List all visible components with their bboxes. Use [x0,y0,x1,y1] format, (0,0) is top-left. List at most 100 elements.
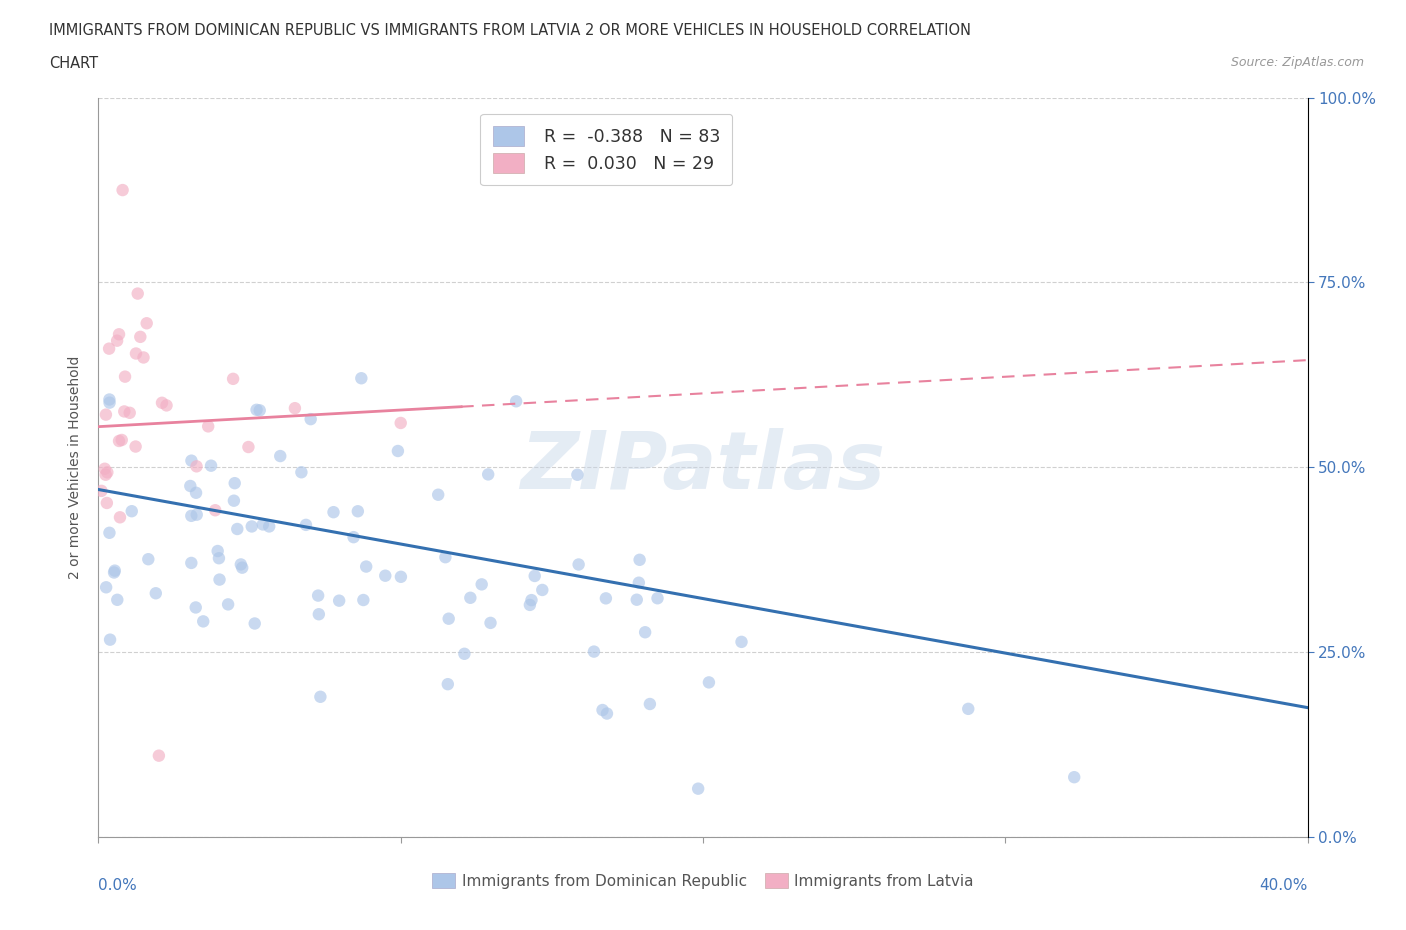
Point [94,579,117,594]
Point [627,576,650,591]
Point [477,467,499,482]
Point [374,568,396,583]
Point [730,634,752,649]
Point [307,588,329,603]
Point [114,369,136,384]
Point [222,371,245,386]
Point [596,706,619,721]
Text: CHART: CHART [49,56,98,71]
Point [460,591,482,605]
Point [595,591,617,605]
Point [350,371,373,386]
Point [243,616,266,631]
Point [224,476,246,491]
Point [148,749,170,764]
Point [94,407,117,422]
Point [155,398,177,413]
Point [354,559,377,574]
Point [207,543,229,558]
Point [184,485,207,500]
Point [90,484,112,498]
Point [290,465,312,480]
Point [299,412,322,427]
Point [108,510,131,525]
Point [186,458,208,473]
Point [436,677,458,692]
Point [240,519,263,534]
Point [98,392,121,407]
Point [389,416,412,431]
Point [519,597,541,612]
Point [245,403,267,418]
Point [197,418,219,433]
Point [582,644,605,659]
Point [697,675,720,690]
Point [471,577,494,591]
Point [208,572,231,587]
Point [180,509,202,524]
Point [505,393,527,408]
Point [295,517,318,532]
Point [98,395,121,410]
Point [111,182,134,197]
Point [125,346,148,361]
Point [688,781,710,796]
Point [628,552,651,567]
Point [98,525,121,540]
Point [567,467,589,482]
Point [1063,770,1085,785]
Point [347,504,370,519]
Point [389,569,412,584]
Point [427,487,450,502]
Point [127,286,149,301]
Point [568,557,591,572]
Point [252,517,274,532]
Point [437,611,460,626]
Point [108,433,131,448]
Point [105,333,128,348]
Point [179,479,201,494]
Point [229,557,252,572]
Text: Source: ZipAtlas.com: Source: ZipAtlas.com [1230,56,1364,69]
Text: ZIPatlas: ZIPatlas [520,429,886,506]
Point [638,697,661,711]
Point [105,592,128,607]
Point [217,597,239,612]
Point [479,616,502,631]
Point [531,582,554,597]
Point [453,646,475,661]
Point [208,551,231,565]
Point [136,551,159,566]
Text: 0.0%: 0.0% [98,878,138,893]
Y-axis label: 2 or more Vehicles in Household: 2 or more Vehicles in Household [69,355,83,579]
Point [200,458,222,473]
Point [111,432,134,447]
Point [193,614,215,629]
Point [93,461,115,476]
Point [103,565,125,580]
Point [238,440,260,455]
Point [112,404,135,418]
Point [121,504,143,519]
Point [309,689,332,704]
Point [96,496,118,511]
Point [145,586,167,601]
Text: 40.0%: 40.0% [1260,878,1308,893]
Point [180,555,202,570]
Point [226,522,249,537]
Point [150,395,173,410]
Point [328,593,350,608]
Point [180,453,202,468]
Point [284,401,307,416]
Point [132,350,155,365]
Point [124,439,146,454]
Point [308,606,330,621]
Point [634,625,657,640]
Point [269,448,291,463]
Point [204,503,226,518]
Point [94,467,117,482]
Point [957,701,980,716]
Point [222,493,245,508]
Point [108,326,131,341]
Point [96,465,118,480]
